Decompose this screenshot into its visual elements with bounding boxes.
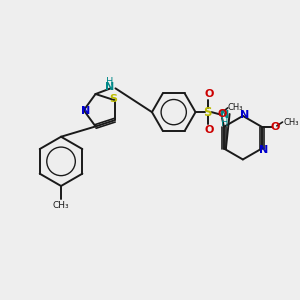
Text: CH₃: CH₃ xyxy=(284,118,299,127)
Text: S: S xyxy=(204,106,212,118)
Text: O: O xyxy=(218,109,227,118)
Text: H: H xyxy=(221,118,229,128)
Text: O: O xyxy=(270,122,280,132)
Text: N: N xyxy=(105,82,114,92)
Text: N: N xyxy=(220,110,230,120)
Text: CH₃: CH₃ xyxy=(228,103,243,112)
Text: N: N xyxy=(240,110,249,120)
Text: O: O xyxy=(204,125,214,135)
Text: H: H xyxy=(106,77,113,87)
Text: N: N xyxy=(259,145,268,154)
Text: O: O xyxy=(204,89,214,99)
Text: S: S xyxy=(110,94,118,104)
Text: N: N xyxy=(81,106,90,116)
Text: CH₃: CH₃ xyxy=(53,201,69,210)
